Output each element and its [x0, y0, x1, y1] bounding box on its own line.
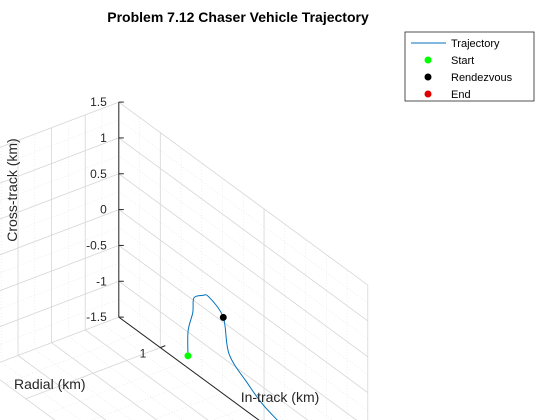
axes-box	[118, 101, 260, 420]
rendezvous-marker	[219, 313, 227, 321]
axes-grid	[0, 101, 369, 420]
legend-label-trajectory: Trajectory	[451, 38, 500, 50]
legend-swatch-rendezvous	[424, 73, 432, 81]
z-tick-label: -1.5	[86, 310, 107, 324]
tick-labels: -1.5-1-0.500.511.500.51-6-4-202	[86, 95, 147, 361]
grid-line	[25, 347, 161, 400]
trajectory-line	[187, 294, 278, 420]
legend-label-start: Start	[451, 55, 474, 67]
grid-line-minor	[118, 155, 368, 340]
z-tick-label: -1	[96, 274, 107, 288]
chart-title: Problem 7.12 Chaser Vehicle Trajectory	[107, 9, 369, 25]
grid-line	[51, 342, 158, 420]
legend: Trajectory Start Rendezvous End	[404, 31, 535, 102]
z-tick-label: 0.5	[90, 167, 107, 181]
legend-label-rendezvous: Rendezvous	[451, 72, 513, 84]
y-tick-label: 1	[140, 347, 147, 361]
legend-label-end: End	[451, 89, 471, 101]
grid-line	[118, 137, 369, 322]
grid-line-minor	[118, 119, 368, 304]
x-axis-label: In-track (km)	[241, 389, 320, 405]
legend-swatch-start	[424, 56, 432, 64]
z-tick-label: 1	[100, 131, 107, 145]
grid-line-minor	[90, 377, 202, 420]
y-axis-label: Radial (km)	[14, 376, 86, 392]
start-marker	[184, 352, 192, 360]
plot-data	[184, 294, 278, 420]
z-tick-label: -0.5	[86, 238, 107, 252]
grid-line-minor	[118, 191, 368, 375]
grid-line-minor	[118, 227, 368, 411]
legend-swatch-end	[424, 90, 432, 98]
grid-line-minor	[118, 263, 333, 420]
z-tick-label: 1.5	[90, 95, 107, 109]
grid-line-minor	[68, 336, 183, 420]
grid-line	[84, 329, 209, 420]
z-axis-label: Cross-track (km)	[4, 138, 20, 241]
z-tick-label: 0	[100, 203, 107, 217]
y-tick	[160, 345, 166, 349]
